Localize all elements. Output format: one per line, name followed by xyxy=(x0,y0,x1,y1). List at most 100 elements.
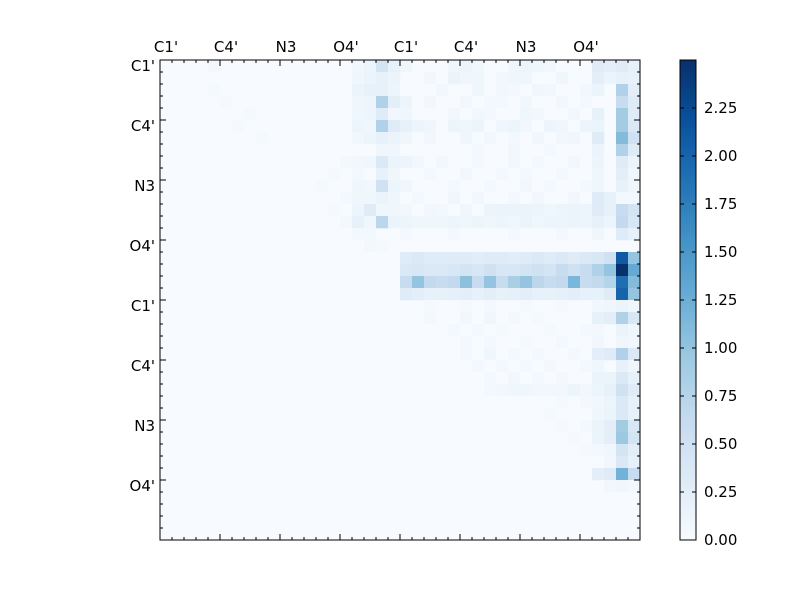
heatmap-cell xyxy=(352,72,365,85)
heatmap-cell xyxy=(388,120,401,133)
heatmap-cell xyxy=(568,264,581,277)
x-tick-label: O4' xyxy=(333,38,358,56)
heatmap-cell xyxy=(400,108,413,121)
heatmap-cell xyxy=(544,180,557,193)
heatmap-cell xyxy=(376,192,389,205)
heatmap-cell xyxy=(484,180,497,193)
heatmap-cell xyxy=(580,396,593,409)
heatmap-cell xyxy=(364,228,377,241)
heatmap-cell xyxy=(448,288,461,301)
heatmap-cell xyxy=(448,216,461,229)
heatmap-cell xyxy=(508,156,521,169)
heatmap-cell xyxy=(508,348,521,361)
heatmap-cell xyxy=(388,216,401,229)
heatmap-cell xyxy=(628,300,641,313)
heatmap-cell xyxy=(532,156,545,169)
heatmap-cell xyxy=(616,204,629,217)
heatmap-cell xyxy=(376,144,389,157)
heatmap-cell xyxy=(592,108,605,121)
colorbar-tick-label: 1.75 xyxy=(704,195,737,213)
heatmap-cell xyxy=(616,144,629,157)
heatmap-cell xyxy=(580,288,593,301)
heatmap-cell xyxy=(580,96,593,109)
heatmap-cell xyxy=(556,252,569,265)
heatmap-cell xyxy=(544,144,557,157)
heatmap-cell xyxy=(592,264,605,277)
heatmap-cell xyxy=(592,372,605,385)
heatmap-cell xyxy=(532,312,545,325)
heatmap-cell xyxy=(328,168,341,181)
heatmap-cell xyxy=(508,192,521,205)
heatmap-cell xyxy=(364,180,377,193)
colorbar-ticks: 0.00 0.25 0.50 0.75 1.00 1.25 1.50 1.75 2.00 2.25 xyxy=(680,99,737,549)
heatmap-cell xyxy=(472,60,485,73)
heatmap-cell xyxy=(520,276,533,289)
colorbar-tick-label: 1.50 xyxy=(704,243,737,261)
heatmap-cell xyxy=(628,96,641,109)
heatmap-cell xyxy=(484,336,497,349)
heatmap-cell xyxy=(592,180,605,193)
heatmap-cell xyxy=(604,72,617,85)
heatmap-cell xyxy=(628,168,641,181)
heatmap-cell xyxy=(628,456,641,469)
heatmap-cell xyxy=(508,372,521,385)
heatmap-cell xyxy=(364,72,377,85)
heatmap-cell xyxy=(568,276,581,289)
y-tick-label: N3 xyxy=(134,417,155,435)
heatmap-cell xyxy=(376,168,389,181)
heatmap-cell xyxy=(592,120,605,133)
heatmap-cell xyxy=(628,252,641,265)
heatmap-cell xyxy=(400,180,413,193)
heatmap-cell xyxy=(568,132,581,145)
heatmap-cell xyxy=(604,252,617,265)
heatmap-cell xyxy=(364,120,377,133)
heatmap-cell xyxy=(628,432,641,445)
heatmap-cell xyxy=(580,252,593,265)
heatmap-cell xyxy=(616,348,629,361)
heatmap-cell xyxy=(364,216,377,229)
heatmap-cell xyxy=(604,372,617,385)
heatmap-cell xyxy=(604,216,617,229)
y-axis-ticks: C1' C4' N3 O4' C1' C4' N3 O4' xyxy=(130,57,640,541)
heatmap-cell xyxy=(472,288,485,301)
heatmap-cell xyxy=(472,360,485,373)
heatmap-cell xyxy=(628,312,641,325)
heatmap-cell xyxy=(448,252,461,265)
heatmap-cell xyxy=(556,264,569,277)
heatmap-cell xyxy=(508,84,521,97)
heatmap-cell xyxy=(388,180,401,193)
y-tick-label: C4' xyxy=(131,357,155,375)
heatmap-cell xyxy=(592,252,605,265)
heatmap-cell xyxy=(496,204,509,217)
y-tick-label: C4' xyxy=(131,117,155,135)
heatmap-cell xyxy=(496,120,509,133)
heatmap-cell xyxy=(508,252,521,265)
heatmap-cell xyxy=(376,240,389,253)
heatmap-cell xyxy=(532,276,545,289)
heatmap-cell xyxy=(604,192,617,205)
heatmap-cell xyxy=(628,132,641,145)
heatmap-cell xyxy=(460,72,473,85)
heatmap-cell xyxy=(616,456,629,469)
y-tick-label: N3 xyxy=(134,177,155,195)
heatmap-cell xyxy=(484,276,497,289)
heatmap-cell xyxy=(556,420,569,433)
heatmap-cell xyxy=(496,252,509,265)
y-tick-label: O4' xyxy=(130,237,155,255)
heatmap-cell xyxy=(544,324,557,337)
heatmap-cell xyxy=(352,84,365,97)
heatmap-cell xyxy=(520,180,533,193)
heatmap-cell xyxy=(544,360,557,373)
heatmap-cell xyxy=(556,204,569,217)
heatmap-cell xyxy=(376,96,389,109)
heatmap-cell xyxy=(628,264,641,277)
heatmap-cell xyxy=(448,276,461,289)
heatmap-cell xyxy=(328,204,341,217)
heatmap-cell xyxy=(460,288,473,301)
heatmap-cell xyxy=(376,72,389,85)
heatmap-cell xyxy=(424,168,437,181)
heatmap-cell xyxy=(400,276,413,289)
heatmap-cell xyxy=(616,228,629,241)
heatmap-cell xyxy=(616,180,629,193)
heatmap-cell xyxy=(532,252,545,265)
